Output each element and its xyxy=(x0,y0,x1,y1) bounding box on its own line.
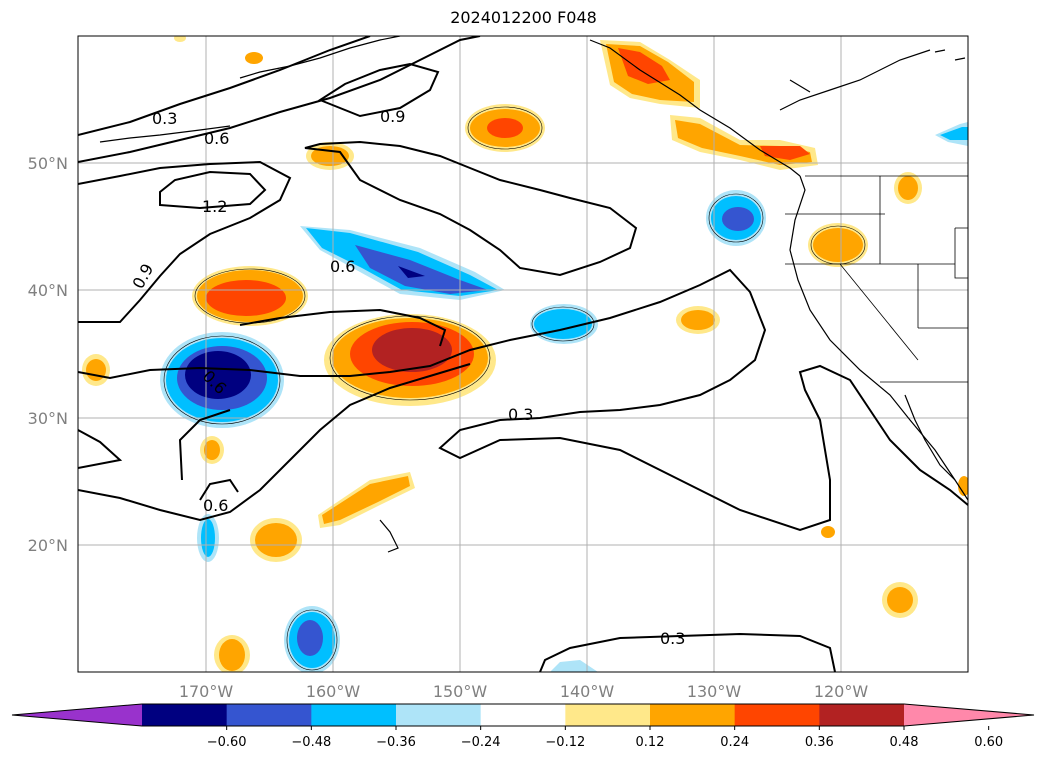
colorbar-segment xyxy=(480,704,566,726)
colorbar-tick-label: −0.36 xyxy=(376,735,416,750)
isoline-0.6-north xyxy=(78,36,481,163)
contour-label: 0.6 xyxy=(203,496,228,515)
lon-label: 120°W xyxy=(814,682,869,701)
colorbar-segment xyxy=(734,704,820,726)
isoline-0.6-mid xyxy=(239,308,447,347)
colorbar-tick-label: −0.24 xyxy=(461,735,501,750)
isoline-0.6-loop xyxy=(178,409,231,481)
map-frame xyxy=(77,35,969,673)
anomaly-blob-positive-4 xyxy=(600,40,700,108)
contour-label: 0.3 xyxy=(660,629,685,648)
isoline-0.3-west xyxy=(78,429,123,469)
anomaly-blob-positive-11 xyxy=(882,582,918,618)
isoline-0.3-center xyxy=(78,268,968,532)
anomaly-blob-positive-15 xyxy=(894,172,922,204)
colorbar-segment xyxy=(396,704,482,726)
anomaly-blob-positive-5 xyxy=(670,115,818,170)
isoline-0.6-center xyxy=(304,140,638,277)
anomaly-blob-positive-9 xyxy=(676,306,720,334)
contour-label: 0.9 xyxy=(129,260,158,291)
colorbar-tick-label: 0.12 xyxy=(636,735,665,750)
isoline-0.9-west xyxy=(78,160,292,323)
colorbar-segment xyxy=(650,704,736,726)
anomaly-blob-positive-7 xyxy=(318,472,415,528)
lon-label: 160°W xyxy=(306,682,361,701)
colorbar-tick-label: −0.12 xyxy=(545,735,585,750)
latitude-labels: 50°N 40°N 30°N 20°N xyxy=(28,154,68,555)
lat-label: 20°N xyxy=(28,536,68,555)
anomaly-blob-positive-2 xyxy=(192,266,308,326)
lat-label: 40°N xyxy=(28,281,68,300)
anomaly-blob-negative-7 xyxy=(935,122,968,146)
west-coast xyxy=(789,175,968,501)
anomaly-blob-positive-18 xyxy=(958,476,968,496)
lat-label: 50°N xyxy=(28,154,68,173)
colorbar-outline xyxy=(11,703,1035,727)
colorbar-tick-label: −0.60 xyxy=(207,735,247,750)
longitude-labels: 170°W 160°W 150°W 140°W 130°W 120°W xyxy=(179,682,869,701)
anomaly-blob-negative-6 xyxy=(197,514,219,562)
colorbar-tick-label: −0.48 xyxy=(291,735,331,750)
colorbar-tick-label: 0.24 xyxy=(720,735,749,750)
contour-label: 1.2 xyxy=(202,197,227,216)
colorbar-extension-high xyxy=(904,704,1034,726)
anomaly-blob-positive-3 xyxy=(465,104,545,152)
anomaly-blob-negative-8 xyxy=(550,660,598,672)
lon-label: 170°W xyxy=(179,682,234,701)
colorbar-tick-label: 0.48 xyxy=(890,735,919,750)
isoline-0.6-south xyxy=(78,363,471,522)
anomaly-blob-negative-5 xyxy=(284,606,340,672)
coastlines xyxy=(99,36,968,553)
lon-label: 150°W xyxy=(433,682,488,701)
anomaly-blob-positive-16 xyxy=(245,52,263,64)
colorbar-segment xyxy=(565,704,651,726)
isolines xyxy=(78,36,968,672)
filled-anomalies xyxy=(82,36,968,672)
contour-label: 0.3 xyxy=(152,109,177,128)
anomaly-blob-negative-2 xyxy=(300,226,505,300)
contour-label: 0.3 xyxy=(508,405,533,424)
anomaly-blob-negative-4 xyxy=(706,190,766,246)
colorbar-tick-label: 0.36 xyxy=(805,735,834,750)
colorbar-segment xyxy=(819,704,905,726)
contour-label: 0.9 xyxy=(380,107,405,126)
lon-label: 140°W xyxy=(560,682,615,701)
anomaly-blob-negative-1 xyxy=(160,332,284,428)
colorbar-segment xyxy=(142,704,228,726)
colorbar-extension-low xyxy=(12,704,142,726)
anomaly-blob-positive-1 xyxy=(324,314,496,406)
colorbar-segment xyxy=(311,704,397,726)
colorbar: −0.60 −0.48 −0.36 −0.24 −0.12 0.12 0.24 0.36 0.4… xyxy=(11,703,1035,750)
anomaly-outlines xyxy=(163,106,866,671)
isoline-0.3-south xyxy=(539,632,836,672)
isoline-0.9-north xyxy=(317,62,440,118)
anomaly-blob-positive-17 xyxy=(821,526,835,538)
plot-title: 2024012200 F048 xyxy=(450,8,597,27)
contour-label: 0.6 xyxy=(204,129,229,148)
anomaly-blob-positive-8 xyxy=(250,518,302,562)
anomaly-blob-positive-13 xyxy=(200,436,224,464)
isoline-0.3-north xyxy=(78,36,371,136)
anomaly-blob-positive-19 xyxy=(174,36,186,42)
contour-label: 0.6 xyxy=(330,257,355,276)
anomaly-blob-positive-14 xyxy=(82,354,110,386)
hawaii xyxy=(379,519,399,553)
anomaly-blob-positive-6 xyxy=(808,223,868,267)
colorbar-segment xyxy=(226,704,312,726)
lat-label: 30°N xyxy=(28,409,68,428)
isoline-1.2 xyxy=(159,170,267,210)
state-borders xyxy=(785,175,968,383)
lon-label: 130°W xyxy=(687,682,742,701)
colorbar-tick-label: 0.60 xyxy=(974,735,1003,750)
anomaly-blob-positive-12 xyxy=(214,635,250,672)
aleutian-chain xyxy=(239,36,401,79)
